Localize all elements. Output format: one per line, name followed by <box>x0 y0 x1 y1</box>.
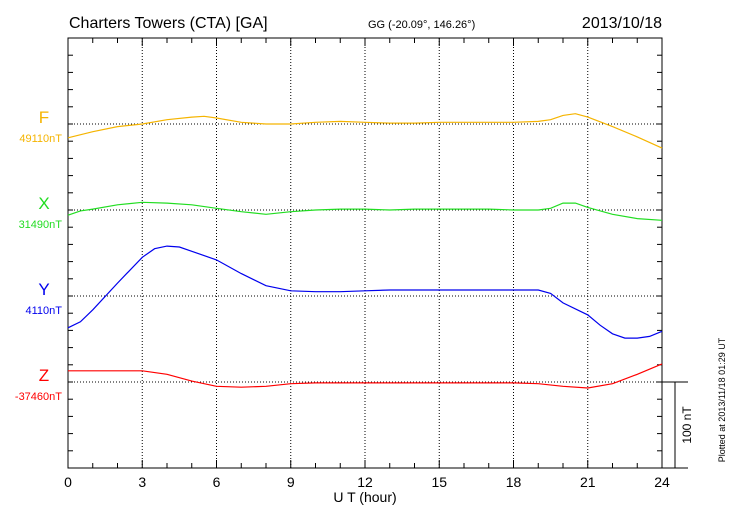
x-tick-label: 12 <box>357 474 373 490</box>
date: 2013/10/18 <box>582 15 662 32</box>
series-name-f: F <box>39 108 49 127</box>
scale-label: 100 nT <box>680 406 694 444</box>
x-tick-label: 6 <box>213 474 221 490</box>
x-tick-label: 15 <box>431 474 447 490</box>
series-name-x: X <box>38 194 49 213</box>
scale-bar <box>662 381 688 469</box>
series-name-z: Z <box>39 366 49 385</box>
x-tick-label: 18 <box>506 474 522 490</box>
x-tick-label: 21 <box>580 474 596 490</box>
series-line-x <box>67 201 663 221</box>
baseline-value-z: -37460nT <box>15 391 62 403</box>
baseline-value-y: 4110nT <box>26 305 63 317</box>
plotted-timestamp: Plotted at 2013/11/18 01:29 UT <box>717 337 727 462</box>
x-axis-label: U T (hour) <box>333 489 396 505</box>
baseline-value-f: 49110nT <box>19 133 62 145</box>
baseline-value-x: 31490nT <box>19 219 63 231</box>
plot-frame <box>67 37 663 469</box>
series-line-f <box>67 113 663 149</box>
x-tick-label: 3 <box>138 474 146 490</box>
x-tick-label: 9 <box>287 474 295 490</box>
x-tick-label: 24 <box>654 474 670 490</box>
series-name-y: Y <box>38 280 49 299</box>
station-title: Charters Towers (CTA) [GA] <box>69 15 268 32</box>
x-tick-label: 0 <box>64 474 72 490</box>
coordinates: GG (-20.09°, 146.26°) <box>368 19 475 31</box>
series-line-z <box>68 363 663 389</box>
series-line-y <box>67 245 663 339</box>
